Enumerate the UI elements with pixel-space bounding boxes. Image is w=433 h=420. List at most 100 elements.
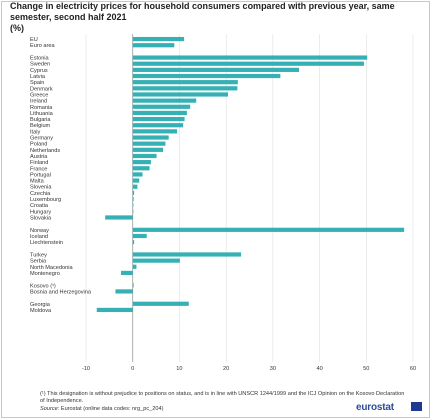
category-label: Romania [30, 105, 53, 111]
category-label: Bulgaria [30, 117, 51, 123]
x-tick-label: 0 [131, 366, 134, 372]
eu-flag-icon [411, 402, 422, 411]
bar [132, 240, 135, 245]
source-line: Source: Eurostat (online data codes: nrg… [40, 406, 410, 413]
x-tick-label: 30 [270, 366, 276, 372]
x-tick-label: 10 [176, 366, 182, 372]
category-label: Lithuania [30, 111, 54, 117]
category-label: Serbia [30, 259, 47, 265]
eurostat-logo: eurostat [356, 402, 394, 413]
bar [132, 160, 151, 165]
category-label: Hungary [30, 209, 51, 215]
category-label: Slovenia [30, 185, 52, 191]
category-label: Malta [30, 179, 45, 185]
category-label: Luxembourg [30, 197, 61, 203]
bar [132, 36, 185, 42]
category-label: Sweden [30, 62, 50, 68]
category-label: Bosnia and Herzegovina [30, 289, 92, 295]
bar [132, 61, 364, 66]
bar [132, 98, 197, 103]
category-label: Belgium [30, 123, 51, 129]
bars [96, 36, 405, 313]
x-tick-label: 40 [316, 366, 322, 372]
category-label: Turkey [30, 252, 47, 258]
bar [132, 233, 147, 239]
category-label: Kosovo (¹) [30, 283, 56, 289]
category-label: Slovakia [30, 215, 52, 221]
footnote-block: (¹) This designation is without prejudic… [40, 391, 410, 413]
category-label: Cyprus [30, 68, 48, 74]
bar [96, 307, 133, 313]
bar [132, 55, 368, 60]
category-label: Germany [30, 136, 53, 142]
bar [132, 80, 238, 85]
category-label: Iceland [30, 234, 48, 240]
category-label: EU [30, 37, 38, 43]
bar [132, 129, 178, 134]
bar [105, 215, 133, 220]
bar [132, 123, 184, 128]
x-tick-label: 50 [363, 366, 369, 372]
bar [132, 92, 229, 97]
footnote: (¹) This designation is without prejudic… [40, 391, 405, 405]
category-label: Estonia [30, 56, 50, 62]
bar [132, 252, 242, 257]
x-tick-label: 20 [223, 366, 229, 372]
category-label: Austria [30, 154, 48, 160]
category-label: Spain [30, 80, 44, 86]
bar [132, 301, 189, 306]
category-label: Italy [30, 129, 40, 135]
category-label: Euro area [30, 43, 55, 49]
category-label: France [30, 166, 47, 172]
category-label: Greece [30, 92, 48, 98]
bar [132, 73, 281, 79]
source-text: Eurostat (online data codes: nrg_pc_204) [60, 405, 164, 412]
bar [115, 289, 133, 294]
category-label: Moldova [30, 308, 52, 314]
bar [132, 147, 164, 152]
bar [132, 141, 166, 146]
category-label: Montenegro [30, 271, 60, 277]
category-label: Finland [30, 160, 48, 166]
category-label: North Macedonia [30, 265, 73, 271]
bar [132, 153, 157, 159]
category-label: Czechia [30, 191, 51, 197]
bar [132, 166, 150, 171]
bar [132, 86, 238, 91]
category-label: Poland [30, 142, 47, 148]
bar [132, 116, 185, 122]
bar [132, 67, 300, 72]
bar [132, 178, 140, 183]
bar [132, 135, 169, 140]
category-label: Netherlands [30, 148, 60, 154]
x-axis-ticks: -10 0 10 20 30 40 50 60 [82, 366, 416, 372]
bar [132, 227, 405, 232]
x-tick-label: 60 [410, 366, 416, 372]
bar [132, 104, 191, 109]
source-label: Source: [40, 405, 60, 412]
category-label: Latvia [30, 74, 46, 80]
bar [121, 270, 133, 276]
category-label: Croatia [30, 203, 49, 209]
chart-title: Change in electricity prices for househo… [10, 1, 395, 22]
bar [132, 209, 134, 214]
chart-unit: (%) [10, 23, 24, 33]
bar [132, 110, 187, 116]
bar [132, 264, 137, 269]
bar [132, 258, 180, 263]
category-label: Liechtenstein [30, 240, 63, 246]
category-label: Portugal [30, 172, 51, 178]
category-label: Georgia [30, 302, 51, 308]
category-label: Ireland [30, 99, 47, 105]
bar [132, 190, 135, 195]
bar [132, 172, 143, 177]
category-label: Denmark [30, 86, 53, 92]
bar [132, 203, 134, 208]
bar [132, 184, 138, 189]
x-tick-label: -10 [82, 366, 90, 372]
bar [132, 43, 175, 48]
category-label: Norway [30, 228, 49, 234]
bar [132, 283, 134, 288]
